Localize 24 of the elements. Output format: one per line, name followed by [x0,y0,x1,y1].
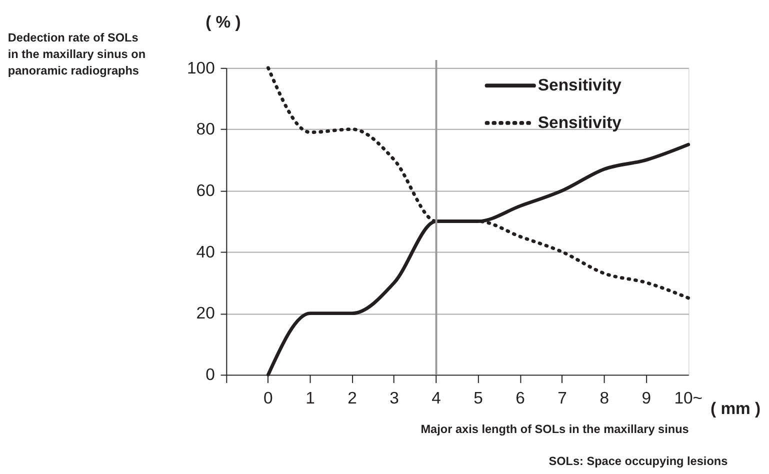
y-tick-label: 0 [206,365,215,384]
x-tick-label: 10~ [674,388,703,408]
x-tick-label: 0 [264,388,273,408]
x-axis-title: Major axis length of SOLs in the maxillary sinus [420,422,690,436]
y-tick-label: 60 [196,181,215,200]
x-tick-label: 6 [516,388,525,408]
x-tick-label: 4 [432,388,441,408]
x-tick-label: 3 [390,388,399,408]
x-tick-label: 2 [348,388,357,408]
x-tick-label: 1 [306,388,315,408]
legend-label: Sensitivity [538,112,622,132]
x-tick-label: 5 [474,388,483,408]
y-tick-label: 40 [196,242,215,262]
y-tick-label: 80 [196,120,215,139]
text: SOLs: Space occupying lesions [548,454,728,468]
x-tick-label: 8 [600,388,609,408]
y-tick-label: 20 [196,304,215,323]
y-tick-label: 100 [186,58,215,78]
text: ( % ) [206,12,241,32]
x-tick-label: 7 [558,388,567,408]
text: ( mm ) [710,399,761,418]
y-axis-title: Dedection rate of SOLs in the maxillary sinus on panoramic radiographs [8,30,146,78]
legend-label: Sensitivity [538,75,622,94]
x-tick-label: 9 [642,388,651,408]
